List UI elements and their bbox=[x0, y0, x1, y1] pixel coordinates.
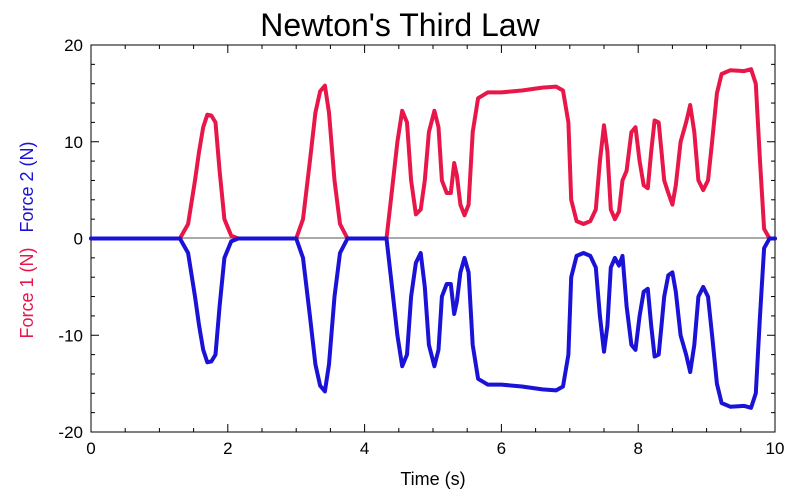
y-axis-label: Force 1 (N) Force 2 (N) bbox=[17, 141, 37, 338]
x-tick-label: 2 bbox=[223, 439, 232, 458]
y-tick-label: 0 bbox=[74, 230, 83, 249]
series-line-force-1 bbox=[89, 67, 777, 241]
chart-title: Newton's Third Law bbox=[260, 7, 540, 43]
y-tick-label: -10 bbox=[58, 326, 83, 345]
y-tick-label: -20 bbox=[58, 423, 83, 442]
x-tick-label: 10 bbox=[766, 439, 785, 458]
series-line-force-2 bbox=[89, 236, 777, 410]
y-tick-label: 10 bbox=[64, 133, 83, 152]
x-tick-label: 4 bbox=[360, 439, 369, 458]
x-tick-label: 6 bbox=[497, 439, 506, 458]
x-tick-label: 0 bbox=[86, 439, 95, 458]
y-label-force-2: Force 2 (N) bbox=[17, 141, 37, 232]
tick-labels: 0 2 4 6 8 10 20 10 0 -10 -20 bbox=[58, 36, 784, 458]
x-tick-label: 8 bbox=[633, 439, 642, 458]
y-label-force-1: Force 1 (N) bbox=[17, 248, 37, 339]
axis-ticks bbox=[90, 44, 776, 433]
series-group bbox=[89, 67, 777, 410]
y-tick-label: 20 bbox=[64, 36, 83, 55]
x-axis-label: Time (s) bbox=[400, 469, 465, 489]
